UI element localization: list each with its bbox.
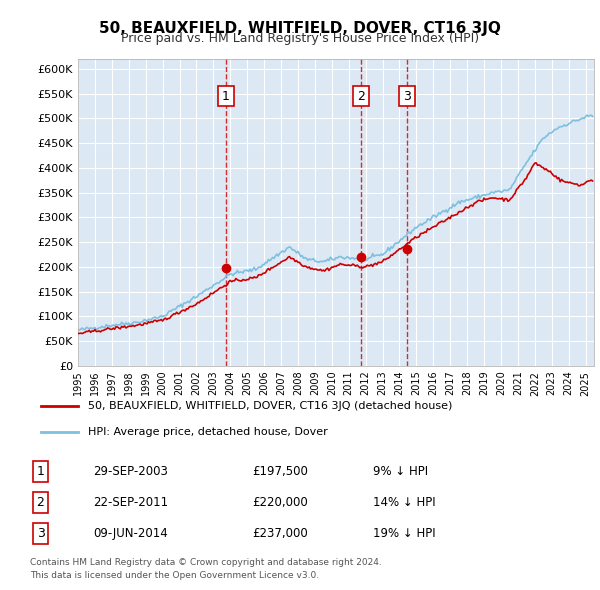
Text: 2: 2 [357, 90, 365, 103]
Text: 9% ↓ HPI: 9% ↓ HPI [373, 465, 428, 478]
Text: 50, BEAUXFIELD, WHITFIELD, DOVER, CT16 3JQ: 50, BEAUXFIELD, WHITFIELD, DOVER, CT16 3… [99, 21, 501, 35]
Text: 50, BEAUXFIELD, WHITFIELD, DOVER, CT16 3JQ (detached house): 50, BEAUXFIELD, WHITFIELD, DOVER, CT16 3… [88, 401, 452, 411]
Text: 3: 3 [403, 90, 411, 103]
Text: Price paid vs. HM Land Registry's House Price Index (HPI): Price paid vs. HM Land Registry's House … [121, 32, 479, 45]
Text: 3: 3 [37, 527, 44, 540]
Text: 09-JUN-2014: 09-JUN-2014 [94, 527, 168, 540]
Text: 22-SEP-2011: 22-SEP-2011 [94, 496, 169, 509]
Text: 1: 1 [222, 90, 230, 103]
Text: 2: 2 [37, 496, 44, 509]
Text: 14% ↓ HPI: 14% ↓ HPI [373, 496, 436, 509]
Text: Contains HM Land Registry data © Crown copyright and database right 2024.: Contains HM Land Registry data © Crown c… [30, 558, 382, 566]
Text: 19% ↓ HPI: 19% ↓ HPI [373, 527, 436, 540]
Text: HPI: Average price, detached house, Dover: HPI: Average price, detached house, Dove… [88, 427, 328, 437]
Text: This data is licensed under the Open Government Licence v3.0.: This data is licensed under the Open Gov… [30, 571, 319, 580]
Text: 29-SEP-2003: 29-SEP-2003 [94, 465, 168, 478]
Text: £220,000: £220,000 [252, 496, 308, 509]
Text: 1: 1 [37, 465, 44, 478]
Text: £197,500: £197,500 [252, 465, 308, 478]
Text: £237,000: £237,000 [252, 527, 308, 540]
